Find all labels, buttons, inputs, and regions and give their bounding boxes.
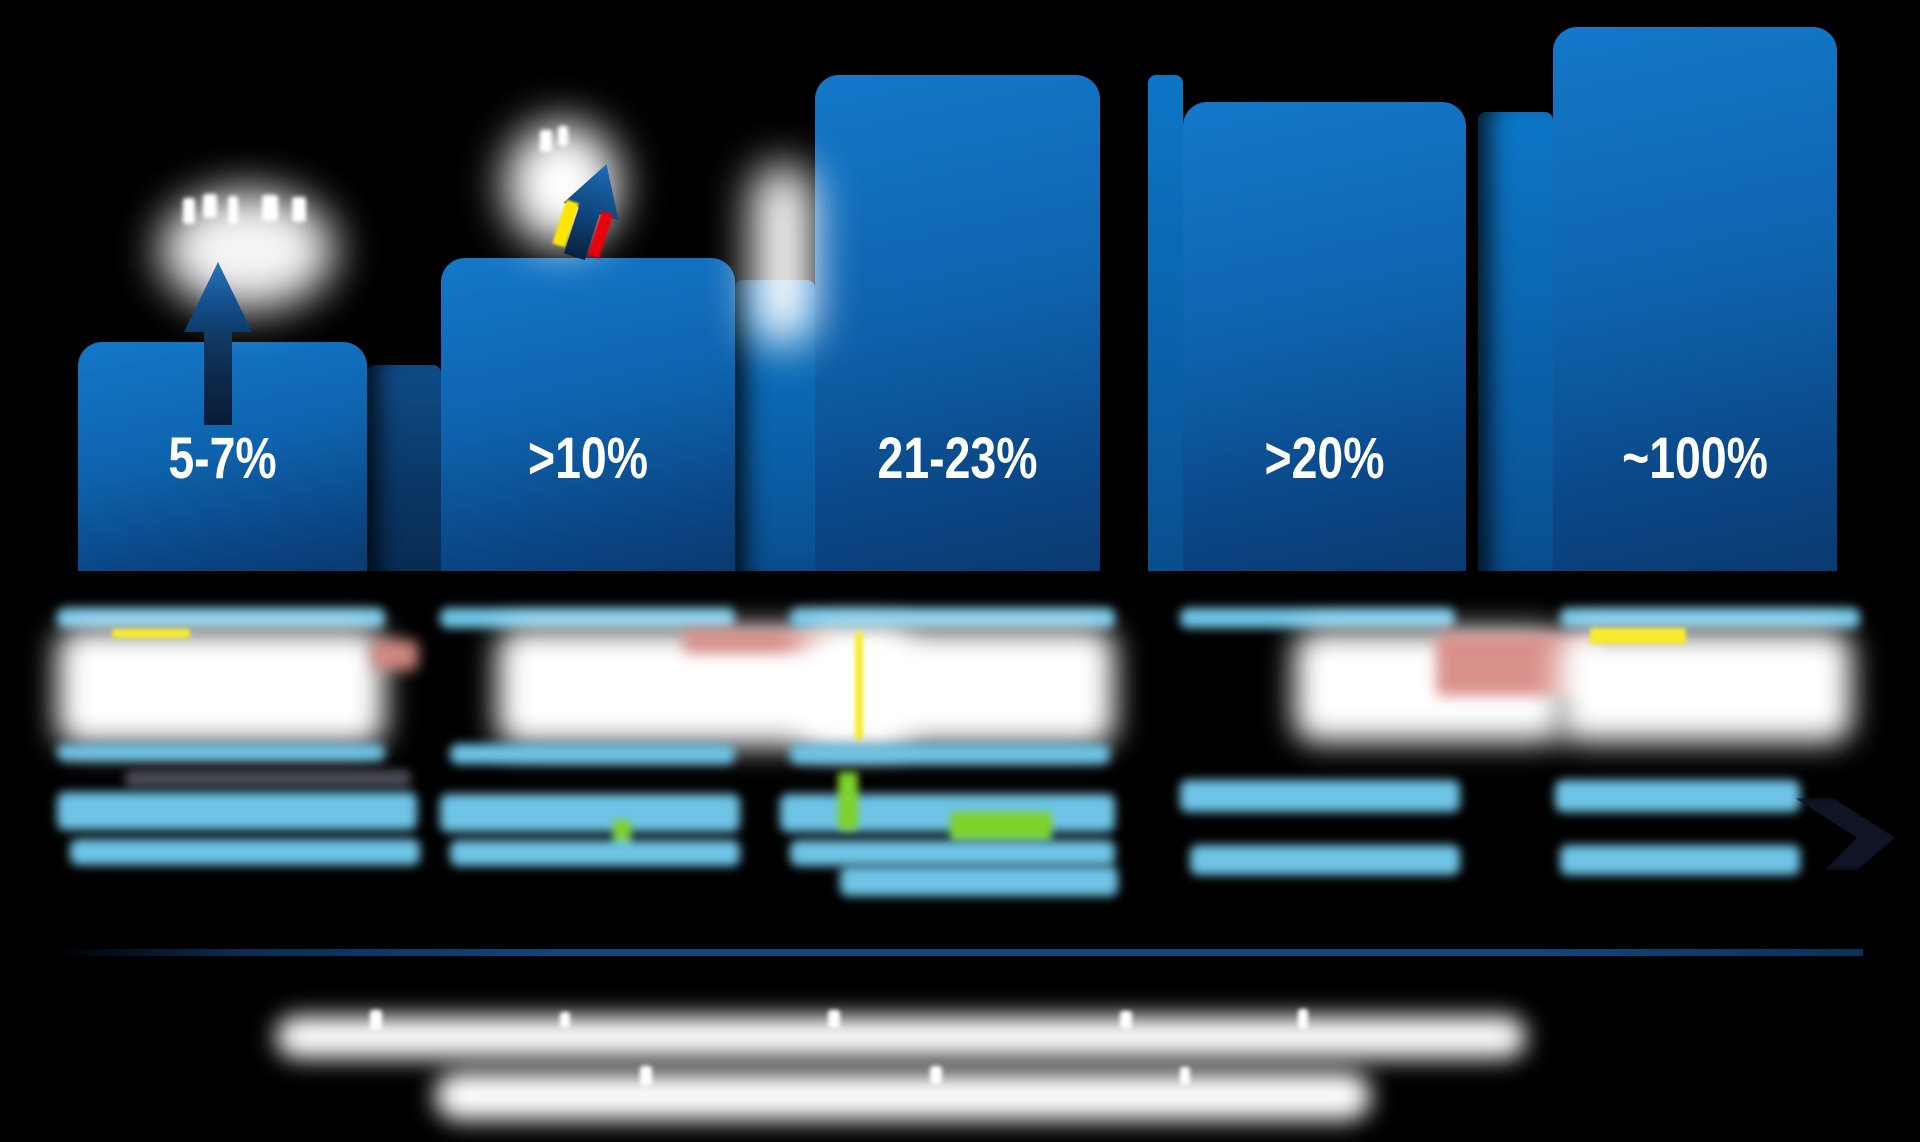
blurred-pink-fragment bbox=[372, 640, 418, 670]
blurred-letter-fragment bbox=[1180, 1067, 1190, 1085]
bar-5: ~100% bbox=[1553, 27, 1837, 571]
blurred-lightblue-text-line bbox=[57, 792, 417, 830]
blurred-lightblue-text-line bbox=[57, 608, 385, 628]
blurred-letter-fragment bbox=[203, 194, 217, 218]
blurred-letter-fragment bbox=[183, 198, 195, 224]
blurred-letter-fragment bbox=[292, 197, 306, 222]
bar-2: >10% bbox=[441, 258, 735, 571]
blurred-pink-fragment bbox=[683, 630, 835, 653]
divider-line bbox=[55, 949, 1863, 956]
blurred-lightblue-text-line bbox=[1180, 780, 1460, 812]
blurred-lightblue-text-line bbox=[780, 794, 1115, 832]
bar-connector-4-5 bbox=[1478, 112, 1553, 571]
bar-connector-3-4 bbox=[1148, 75, 1183, 571]
blurred-letter-fragment bbox=[640, 1066, 652, 1086]
blurred-caption-line-1 bbox=[276, 1016, 1526, 1058]
blurred-letter-fragment bbox=[930, 1066, 942, 1084]
blurred-lightblue-text-line bbox=[1560, 608, 1860, 628]
blurred-white-text-block bbox=[1558, 630, 1852, 742]
bar-4-value-label: >20% bbox=[1264, 426, 1385, 491]
blurred-letter-fragment bbox=[370, 1010, 382, 1030]
up-arrow-shaft bbox=[204, 328, 232, 425]
blurred-yellow-fragment bbox=[855, 632, 863, 740]
blurred-lightblue-text-line bbox=[790, 840, 1115, 866]
blurred-letter-fragment bbox=[1120, 1011, 1132, 1029]
blurred-green-fragment bbox=[950, 812, 1052, 842]
blurred-letter-fragment bbox=[560, 1012, 570, 1028]
blurred-dark-arrow-fragment bbox=[1795, 798, 1895, 870]
blurred-lightblue-text-line bbox=[450, 840, 740, 866]
blurred-letter-fragment bbox=[828, 1010, 840, 1028]
blurred-annotation-glow bbox=[752, 165, 814, 345]
blurred-lightblue-text-line bbox=[57, 744, 385, 761]
blurred-white-text-block bbox=[800, 628, 1115, 746]
blurred-green-fragment bbox=[838, 772, 858, 830]
bar-4: >20% bbox=[1183, 102, 1466, 571]
blurred-lightblue-text-line bbox=[1555, 780, 1800, 812]
blurred-lightblue-text-line bbox=[790, 608, 1115, 628]
bar-1-value-label: 5-7% bbox=[168, 426, 277, 491]
blurred-lightblue-text-line bbox=[440, 608, 735, 628]
blurred-yellow-fragment bbox=[112, 629, 190, 638]
blurred-letter-fragment bbox=[1298, 1009, 1308, 1029]
blurred-lightblue-text-line bbox=[1190, 845, 1460, 875]
blurred-lightblue-text-line bbox=[70, 839, 420, 865]
blurred-letter-fragment bbox=[540, 130, 552, 152]
blurred-caption-line-2 bbox=[435, 1072, 1371, 1120]
blurred-grey-text-line bbox=[125, 770, 411, 787]
bar-connector-1-2 bbox=[367, 365, 441, 571]
blurred-yellow-fragment bbox=[1590, 628, 1686, 644]
blurred-letter-fragment bbox=[262, 195, 278, 221]
blurred-white-text-block bbox=[57, 628, 385, 746]
blurred-letter-fragment bbox=[228, 196, 238, 224]
blurred-lightblue-text-line bbox=[1560, 845, 1800, 875]
blurred-lightblue-text-line bbox=[840, 866, 1118, 896]
blurred-letter-fragment bbox=[558, 126, 568, 146]
blurred-lightblue-text-line bbox=[790, 744, 1110, 764]
blurred-lightblue-text-line bbox=[450, 744, 735, 764]
blurred-lightblue-text-line bbox=[440, 794, 740, 832]
blurred-lightblue-text-line bbox=[1180, 608, 1455, 628]
bar-3-value-label: 21-23% bbox=[877, 426, 1038, 491]
bar-3: 21-23% bbox=[815, 75, 1100, 571]
bar-5-value-label: ~100% bbox=[1622, 426, 1768, 491]
bar-2-value-label: >10% bbox=[528, 426, 648, 491]
